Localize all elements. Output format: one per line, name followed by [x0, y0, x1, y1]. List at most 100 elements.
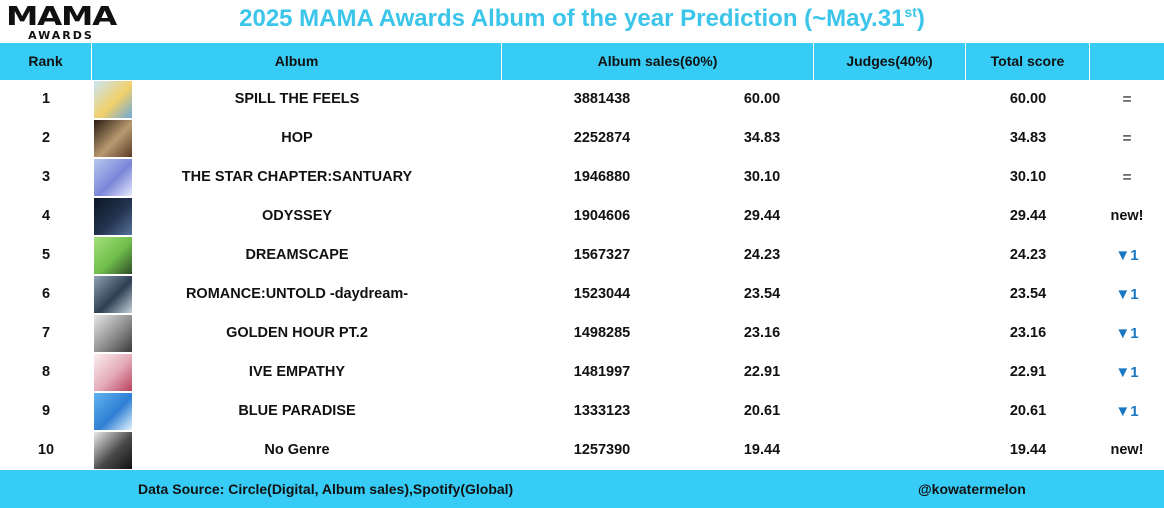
total-score-cell: 24.23: [1009, 247, 1047, 263]
sales-score-cell: 34.83: [743, 130, 781, 146]
no-change-icon: =: [1122, 130, 1132, 147]
album-name-cell: IVE EMPATHY: [248, 364, 346, 380]
judges-score-cell: [840, 80, 940, 119]
rank-change-cell: ▼1: [1090, 392, 1164, 431]
down-arrow-icon: ▼: [1115, 364, 1131, 381]
album-cover-image: [94, 159, 132, 196]
total-score-cell: 20.61: [1009, 403, 1047, 419]
header-judges: Judges(40%): [814, 43, 966, 80]
album-name-cell: ROMANCE:UNTOLD -daydream-: [185, 286, 409, 302]
judges-score-cell: [840, 314, 940, 353]
table-row: 1 SPILL THE FEELS 3881438 60.00 60.00 =: [0, 80, 1164, 119]
table-row: 4 ODYSSEY 1904606 29.44 29.44 new!: [0, 197, 1164, 236]
total-score-cell: 34.83: [1009, 130, 1047, 146]
rank-change-value: 1: [1130, 364, 1139, 381]
header-rank: Rank: [0, 43, 92, 80]
album-cover-image: [94, 432, 132, 469]
sales-score-cell: 20.61: [743, 403, 781, 419]
total-score-cell: 60.00: [1009, 91, 1047, 107]
chart-title: 2025 MAMA Awards Album of the year Predi…: [0, 4, 1164, 33]
rank-change-cell: ▼1: [1090, 314, 1164, 353]
rank-change-cell: ▼1: [1090, 353, 1164, 392]
sales-score-cell: 24.23: [743, 247, 781, 263]
album-sales-cell: 2252874: [573, 130, 631, 146]
album-name-cell: SPILL THE FEELS: [234, 91, 360, 107]
rank-cell: 7: [41, 325, 51, 341]
judges-score-cell: [840, 275, 940, 314]
rank-cell: 9: [41, 403, 51, 419]
album-cover-image: [94, 120, 132, 157]
new-entry-badge: new!: [1110, 208, 1144, 224]
sales-score-cell: 30.10: [743, 169, 781, 185]
logo-main-text: MAMA: [6, 2, 117, 32]
sales-score-cell: 19.44: [743, 442, 781, 458]
down-arrow-icon: ▼: [1115, 325, 1131, 342]
total-score-cell: 19.44: [1009, 442, 1047, 458]
down-arrow-icon: ▼: [1115, 247, 1131, 264]
rank-change-value: 1: [1130, 325, 1139, 342]
new-entry-badge: new!: [1110, 442, 1144, 458]
sales-score-cell: 22.91: [743, 364, 781, 380]
album-cover-image: [94, 276, 132, 313]
album-sales-cell: 1904606: [573, 208, 631, 224]
album-name-cell: GOLDEN HOUR PT.2: [226, 325, 368, 341]
table-row: 9 BLUE PARADISE 1333123 20.61 20.61 ▼1: [0, 392, 1164, 431]
table-row: 10 No Genre 1257390 19.44 19.44 new!: [0, 431, 1164, 470]
judges-score-cell: [840, 119, 940, 158]
ranking-table: Rank Album Album sales(60%) Judges(40%) …: [0, 43, 1164, 470]
sales-score-cell: 29.44: [743, 208, 781, 224]
rank-change-value: 1: [1130, 403, 1139, 420]
album-sales-cell: 1333123: [573, 403, 631, 419]
sales-score-cell: 23.54: [743, 286, 781, 302]
rank-change-cell: =: [1090, 158, 1164, 197]
album-cover-image: [94, 393, 132, 430]
judges-score-cell: [840, 158, 940, 197]
no-change-icon: =: [1122, 91, 1132, 108]
table-row: 7 GOLDEN HOUR PT.2 1498285 23.16 23.16 ▼1: [0, 314, 1164, 353]
rank-cell: 10: [37, 442, 55, 458]
album-name-cell: DREAMSCAPE: [245, 247, 349, 263]
album-cover-image: [94, 198, 132, 235]
rank-cell: 5: [41, 247, 51, 263]
judges-score-cell: [840, 236, 940, 275]
rank-cell: 8: [41, 364, 51, 380]
rank-change-value: 1: [1130, 286, 1139, 303]
total-score-cell: 30.10: [1009, 169, 1047, 185]
album-name-cell: No Genre: [264, 442, 330, 458]
rank-change-cell: new!: [1090, 431, 1164, 470]
rank-cell: 4: [41, 208, 51, 224]
album-sales-cell: 1567327: [573, 247, 631, 263]
header-album: Album: [92, 43, 502, 80]
chart-title-text: 2025 MAMA Awards Album of the year Predi…: [239, 5, 905, 32]
rank-change-cell: ▼1: [1090, 275, 1164, 314]
table-header: Rank Album Album sales(60%) Judges(40%) …: [0, 43, 1164, 80]
album-cover-image: [94, 354, 132, 391]
rank-change-cell: ▼1: [1090, 236, 1164, 275]
album-name-cell: BLUE PARADISE: [238, 403, 356, 419]
chart-title-suffix: st: [904, 4, 917, 20]
total-score-cell: 22.91: [1009, 364, 1047, 380]
table-body: 1 SPILL THE FEELS 3881438 60.00 60.00 = 2 HOP 22…: [0, 80, 1164, 470]
table-row: 3 THE STAR CHAPTER:SANTUARY 1946880 30.10 30…: [0, 158, 1164, 197]
rank-change-cell: =: [1090, 80, 1164, 119]
rank-cell: 2: [41, 130, 51, 146]
logo-sub-text: AWARDS: [28, 29, 94, 42]
table-row: 5 DREAMSCAPE 1567327 24.23 24.23 ▼1: [0, 236, 1164, 275]
data-source-text: Data Source: Circle(Digital, Album sales…: [138, 481, 514, 497]
rank-cell: 6: [41, 286, 51, 302]
mama-awards-logo: MAMA AWARDS: [2, 2, 120, 42]
album-name-cell: HOP: [281, 130, 313, 146]
header-change: [1090, 43, 1164, 80]
total-score-cell: 23.54: [1009, 286, 1047, 302]
rank-change-cell: =: [1090, 119, 1164, 158]
header-total-score: Total score: [966, 43, 1090, 80]
author-handle: @kowatermelon: [918, 481, 1026, 497]
total-score-cell: 29.44: [1009, 208, 1047, 224]
header-album-sales: Album sales(60%): [502, 43, 814, 80]
chart-title-close: ): [916, 5, 925, 32]
judges-score-cell: [840, 431, 940, 470]
album-sales-cell: 1481997: [573, 364, 631, 380]
total-score-cell: 23.16: [1009, 325, 1047, 341]
album-sales-cell: 1257390: [573, 442, 631, 458]
album-cover-image: [94, 81, 132, 118]
